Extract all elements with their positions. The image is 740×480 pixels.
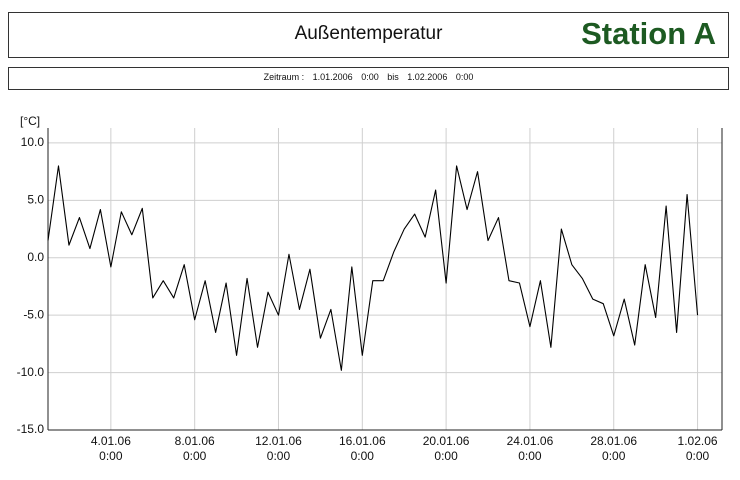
- station: Station A: [581, 16, 716, 51]
- period-label: Zeitraum :: [263, 72, 305, 82]
- period-sep: bis: [387, 72, 399, 82]
- x-tick-label: 12.01.06 0:00: [255, 434, 302, 463]
- temperature-line: [47, 165, 699, 371]
- x-tick-label: 20.01.06 0:00: [422, 434, 470, 463]
- period-end-time: 0:00: [455, 72, 474, 82]
- title-box: Außentemperatur Station A: [8, 12, 729, 58]
- y-tick-label: 0.0: [27, 250, 44, 264]
- x-tick-label: 24.01.06 0:00: [506, 434, 554, 463]
- x-tick-label: 1.02.06 0:00: [677, 434, 718, 463]
- title: Außentemperatur: [294, 23, 443, 44]
- period-start-date: 1.01.2006: [312, 72, 353, 82]
- x-tick-label: 28.01.06 0:00: [590, 434, 638, 463]
- period-end-date: 1.02.2006: [407, 72, 448, 82]
- period-box: Zeitraum : 1.01.2006 0:00 bis 1.02.2006 …: [8, 67, 729, 90]
- y-axis-label: [°C]: [20, 114, 40, 128]
- x-tick-label: 4.01.06 0:00: [90, 434, 131, 463]
- y-tick-label: -5.0: [23, 307, 44, 321]
- period: Zeitraum : 1.01.2006 0:00 bis 1.02.2006 …: [9, 72, 728, 82]
- y-tick-label: 10.0: [21, 135, 45, 149]
- x-tick-label: 8.01.06 0:00: [174, 434, 215, 463]
- period-start-time: 0:00: [361, 72, 379, 82]
- y-tick-label: -10.0: [17, 365, 45, 379]
- x-tick-label: 16.01.06 0:00: [338, 434, 386, 463]
- y-tick-label: 5.0: [27, 193, 44, 207]
- y-tick-label: -15.0: [17, 422, 45, 436]
